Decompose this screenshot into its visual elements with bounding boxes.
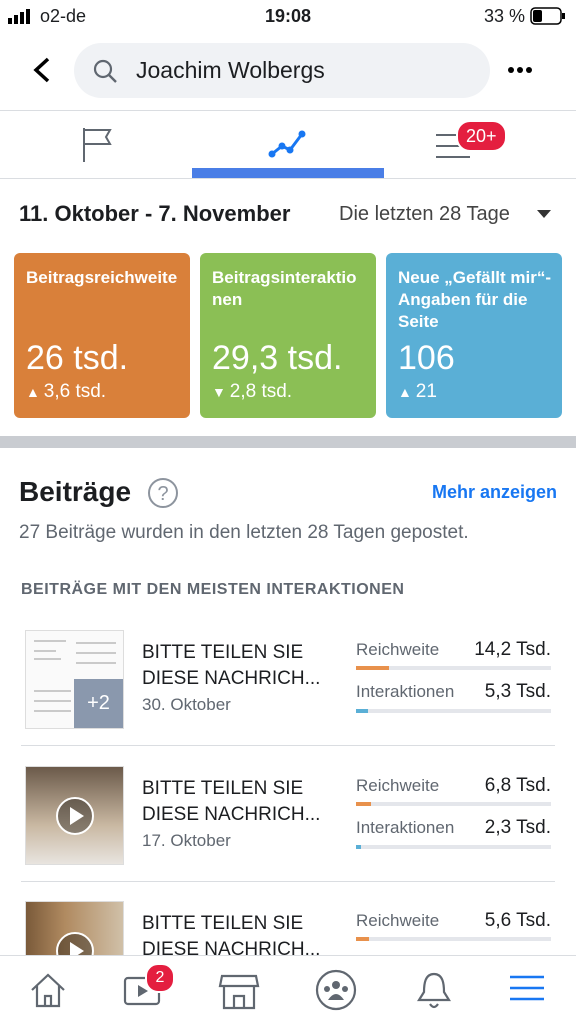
- reach-label: Reichweite: [356, 776, 440, 795]
- reach-label: Reichweite: [356, 911, 440, 930]
- post-thumbnail: +2: [25, 630, 124, 729]
- post-title: BITTE TEILEN SIE DIESE NACHRICH...: [142, 778, 321, 825]
- play-icon: [56, 797, 94, 835]
- interactions-bar: [356, 845, 551, 849]
- interactions-value: 2,3 Tsd.: [484, 817, 551, 838]
- change-value: 3,6 tsd.: [43, 381, 107, 402]
- subheading: BEITRÄGE MIT DEN MEISTEN INTERAKTIONEN: [21, 581, 405, 598]
- search-icon: [93, 59, 117, 83]
- notification-badge: 20+: [456, 120, 507, 152]
- post-row[interactable]: BITTE TEILEN SIE DIESE NACHRICH... 17. O…: [0, 758, 576, 894]
- nav-notifications[interactable]: [414, 970, 454, 1012]
- post-date: 30. Oktober: [142, 695, 231, 714]
- post-title: BITTE TEILEN SIE DIESE NACHRICH...: [142, 913, 321, 960]
- interactions-bar: [356, 709, 551, 713]
- card-value: 29,3 tsd.: [212, 339, 343, 377]
- section-description: 27 Beiträge wurden in den letzten 28 Tag…: [19, 522, 469, 543]
- divider: [0, 110, 576, 111]
- card-change: ▼ 2,8 tsd.: [212, 381, 293, 402]
- section-separator: [0, 436, 576, 448]
- nav-groups[interactable]: [314, 968, 358, 1012]
- carrier: o2-de: [40, 6, 87, 26]
- card-title: Beitragsreichweite: [26, 268, 178, 287]
- divider: [21, 881, 555, 882]
- card-value: 26 tsd.: [26, 339, 129, 377]
- clock: 19:08: [264, 6, 312, 26]
- interactions-label: Interaktionen: [356, 682, 455, 701]
- back-button[interactable]: [30, 56, 54, 84]
- card-change: ▲ 3,6 tsd.: [26, 381, 107, 402]
- dropdown-arrow: [537, 210, 551, 218]
- svg-text:?: ?: [157, 483, 168, 505]
- nav-menu[interactable]: [510, 974, 546, 1004]
- period-selector[interactable]: Die letzten 28 Tage: [339, 203, 510, 225]
- reach-bar: [356, 802, 551, 806]
- divider: [21, 745, 555, 746]
- tab-insights[interactable]: [268, 128, 308, 160]
- card-title: Neue „Gefällt mir“-Angaben für die Seite: [398, 268, 552, 331]
- search-bar[interactable]: Joachim Wolbergs: [74, 43, 490, 98]
- reach-bar: [356, 666, 551, 670]
- metric-card[interactable]: Neue „Gefällt mir“-Angaben für die Seite…: [386, 253, 562, 418]
- battery-text: 33 %: [484, 6, 526, 26]
- change-value: 21: [415, 381, 437, 402]
- battery-icon: [530, 7, 565, 25]
- nav-marketplace[interactable]: [218, 970, 260, 1012]
- reach-value: 14,2 Tsd.: [474, 639, 551, 660]
- card-title: Beitragsinteraktionen: [212, 268, 357, 309]
- nav-badge: 2: [145, 963, 175, 993]
- section-title: Beiträge: [19, 476, 132, 507]
- more-button[interactable]: [506, 62, 536, 78]
- post-title: BITTE TEILEN SIE DIESE NACHRICH...: [142, 642, 321, 689]
- reach-value: 5,6 Tsd.: [484, 910, 551, 931]
- post-row[interactable]: +2 BITTE TEILEN SIE DIESE NACHRICH... 30…: [0, 622, 576, 758]
- active-tab-indicator: [192, 168, 384, 178]
- nav-home[interactable]: [28, 970, 68, 1010]
- search-query: Joachim Wolbergs: [136, 57, 325, 83]
- date-range: 11. Oktober - 7. November: [19, 201, 291, 226]
- reach-bar: [356, 937, 551, 941]
- metric-card[interactable]: Beitragsinteraktionen 29,3 tsd. ▼ 2,8 ts…: [200, 253, 376, 418]
- card-change: ▲ 21: [398, 381, 437, 402]
- post-date: 17. Oktober: [142, 831, 231, 850]
- interactions-label: Interaktionen: [356, 818, 455, 837]
- interactions-value: 5,3 Tsd.: [484, 681, 551, 702]
- change-value: 2,8 tsd.: [229, 381, 293, 402]
- card-value: 106: [398, 339, 455, 377]
- help-icon[interactable]: ?: [147, 477, 179, 509]
- bottom-nav: 2: [0, 955, 576, 1024]
- signal-icon: [8, 9, 30, 24]
- reach-label: Reichweite: [356, 640, 440, 659]
- metric-card[interactable]: Beitragsreichweite 26 tsd. ▲ 3,6 tsd.: [14, 253, 190, 418]
- reach-value: 6,8 Tsd.: [484, 775, 551, 796]
- tab-page[interactable]: [80, 126, 114, 164]
- document-image: [34, 640, 116, 712]
- divider: [0, 178, 576, 179]
- post-thumbnail: [25, 766, 124, 865]
- more-link[interactable]: Mehr anzeigen: [431, 482, 557, 502]
- more-images: +2: [74, 679, 123, 728]
